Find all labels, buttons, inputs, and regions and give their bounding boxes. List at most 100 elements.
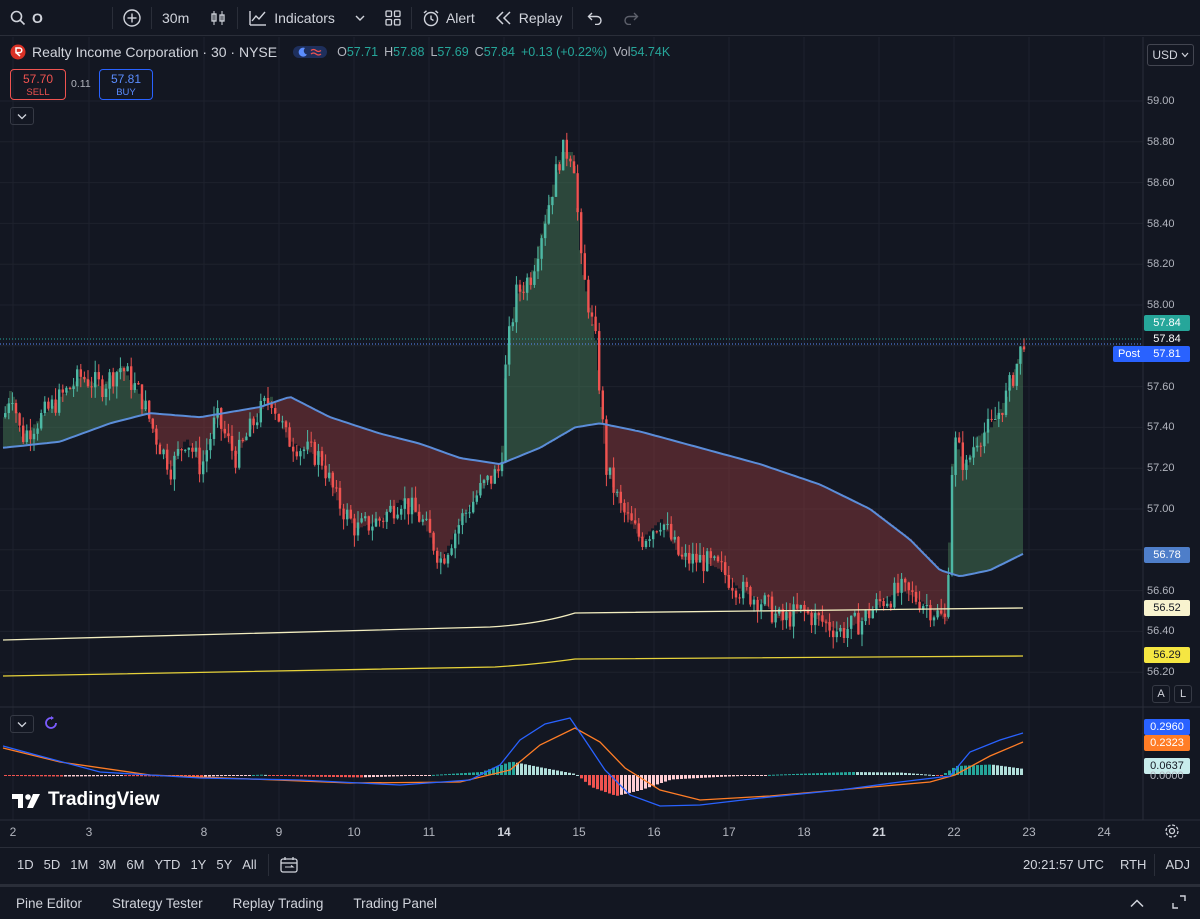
layouts-button[interactable] <box>375 0 411 36</box>
cloud-fill <box>342 421 345 510</box>
chart-type-button[interactable] <box>199 0 237 36</box>
candle-body <box>990 418 993 420</box>
range-3m[interactable]: 3M <box>98 857 117 872</box>
cloud-fill <box>744 459 747 593</box>
macd-histogram-bar <box>240 775 243 776</box>
macd-histogram-bar <box>824 772 827 775</box>
adjust-button[interactable]: ADJ <box>1165 857 1190 872</box>
cloud-fill <box>435 449 438 550</box>
tradingview-watermark[interactable]: TradingView <box>12 789 160 811</box>
go-to-date-button[interactable] <box>279 856 299 874</box>
undo-button[interactable] <box>573 0 617 36</box>
time-tick: 10 <box>347 825 361 839</box>
collapse-legend-button[interactable] <box>10 107 34 125</box>
chart-settings-button[interactable] <box>1164 823 1180 844</box>
macd-histogram-bar <box>44 775 47 777</box>
macd-histogram-bar <box>900 772 903 775</box>
price-tick: 57.60 <box>1147 381 1175 393</box>
cloud-fill <box>729 455 732 580</box>
chart-canvas[interactable] <box>0 37 1200 845</box>
cloud-fill <box>498 463 501 471</box>
candle-body <box>738 597 741 599</box>
cloud-fill <box>885 520 888 599</box>
range-ytd[interactable]: YTD <box>154 857 181 872</box>
tab-strategy-tester[interactable]: Strategy Tester <box>112 895 203 911</box>
macd-histogram-bar <box>632 775 635 792</box>
replay-button[interactable]: Replay <box>485 0 573 36</box>
collapse-panel-button[interactable] <box>1116 896 1158 911</box>
symbol-title[interactable]: Realty Income Corporation · 30 · NYSE <box>32 44 278 60</box>
range-1m[interactable]: 1M <box>70 857 89 872</box>
cloud-fill <box>771 467 774 613</box>
macd-histogram-bar <box>704 775 707 778</box>
candle-body <box>716 556 720 562</box>
candle-body <box>666 523 669 525</box>
tab-pine-editor[interactable]: Pine Editor <box>16 895 83 911</box>
macd-histogram-bar <box>392 775 395 777</box>
cloud-fill <box>57 399 60 443</box>
range-1d[interactable]: 1D <box>17 857 34 872</box>
candle-body <box>162 449 165 455</box>
candle-body <box>227 433 230 436</box>
chart-area[interactable] <box>0 37 1200 845</box>
maximize-panel-button[interactable] <box>1158 894 1200 912</box>
cloud-fill <box>441 451 444 558</box>
macd-histogram-bar <box>576 774 579 776</box>
cloud-fill <box>882 518 885 600</box>
symbol-search[interactable]: O <box>0 0 112 36</box>
collapse-pane-button[interactable] <box>10 715 34 733</box>
macd-histogram-bar <box>512 761 515 775</box>
macd-histogram-bar <box>968 765 971 775</box>
auto-scale-button[interactable]: A <box>1152 685 1170 703</box>
cloud-fill <box>492 462 495 477</box>
candle-body <box>461 513 464 526</box>
log-scale-button[interactable]: L <box>1174 685 1192 703</box>
cloud-fill <box>294 398 297 444</box>
tab-replay-trading[interactable]: Replay Trading <box>232 895 324 911</box>
macd-histogram-bar <box>988 764 991 775</box>
cloud-fill <box>978 435 981 573</box>
candle-body <box>770 596 774 623</box>
candle-body <box>868 610 871 619</box>
macd-histogram-bar <box>732 775 735 777</box>
candle-body <box>43 401 46 413</box>
candle-body <box>220 408 223 429</box>
candle-body <box>713 556 716 558</box>
range-6m[interactable]: 6M <box>126 857 145 872</box>
candle-body <box>788 612 792 627</box>
interval-button[interactable]: 30m <box>162 9 190 26</box>
range-5d[interactable]: 5D <box>43 857 61 872</box>
macd-histogram-bar <box>128 775 131 777</box>
cloud-fill <box>423 444 426 526</box>
range-5y[interactable]: 5Y <box>216 857 233 872</box>
macd-histogram-bar <box>220 775 223 777</box>
range-1y[interactable]: 1Y <box>190 857 207 872</box>
compare-button[interactable] <box>113 0 151 36</box>
alert-button[interactable]: Alert <box>412 0 485 36</box>
tab-trading-panel[interactable]: Trading Panel <box>353 895 437 911</box>
macd-histogram-bar <box>676 775 679 780</box>
macd-histogram-bar <box>12 775 15 776</box>
buy-button[interactable]: 57.81 BUY <box>99 69 153 100</box>
cloud-fill <box>597 370 600 424</box>
time-tick: 21 <box>872 825 886 839</box>
clock[interactable]: 20:21:57 UTC <box>1023 857 1104 872</box>
templates-dropdown[interactable] <box>345 0 375 36</box>
sell-button[interactable]: 57.70 SELL <box>10 69 66 100</box>
macd-histogram-bar <box>248 775 251 776</box>
candle-body <box>983 432 986 447</box>
macd-histogram-bar <box>328 775 331 777</box>
cloud-fill <box>156 413 159 440</box>
volume-value: 54.74K <box>630 45 671 59</box>
currency-button[interactable]: USD <box>1147 44 1194 66</box>
indicators-button[interactable]: Indicators <box>238 0 345 36</box>
redo-button[interactable] <box>617 0 645 36</box>
candle-body <box>832 630 835 638</box>
macd-histogram-bar <box>848 772 851 775</box>
range-all[interactable]: All <box>242 857 257 872</box>
macd-histogram-bar <box>372 775 375 778</box>
candle-body <box>137 383 140 385</box>
cloud-fill <box>414 442 417 514</box>
market-status-badge[interactable] <box>293 46 328 58</box>
session-button[interactable]: RTH <box>1119 857 1147 872</box>
